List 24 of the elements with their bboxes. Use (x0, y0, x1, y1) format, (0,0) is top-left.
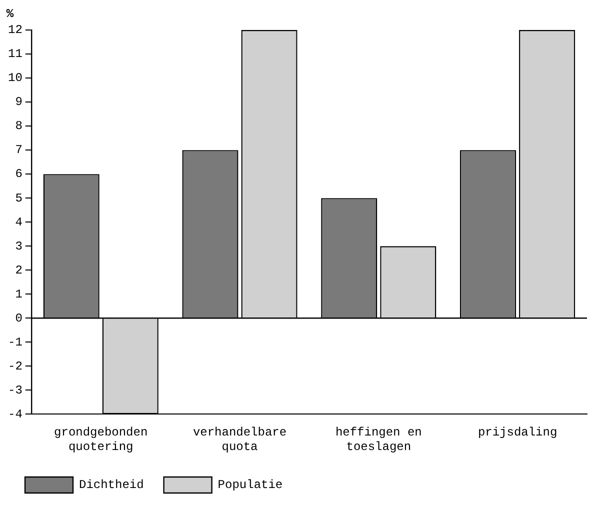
y-tick-label: 10 (8, 71, 22, 86)
legend-label: Dichtheid (79, 478, 144, 492)
y-tick-label: 11 (8, 47, 22, 62)
y-tick-label: 0 (15, 311, 22, 326)
y-tick-label: 5 (15, 191, 22, 206)
y-tick-label: 9 (15, 95, 22, 110)
x-tick-label: prijsdaling (478, 426, 558, 440)
y-tick-label: 8 (15, 119, 22, 134)
x-tick-label: heffingen en toeslagen (335, 426, 422, 454)
x-tick-label: grondgebonden quotering (54, 426, 148, 454)
y-tick-label: -2 (8, 359, 22, 374)
y-tick-label: 3 (15, 239, 22, 254)
legend-label: Populatie (218, 478, 283, 492)
y-tick-label: 12 (8, 23, 22, 38)
y-tick-label: 1 (15, 287, 22, 302)
y-tick-label: 6 (15, 167, 22, 182)
y-tick-label: 4 (15, 215, 22, 230)
y-tick-label: -4 (8, 407, 22, 422)
x-tick-label: verhandelbare quota (192, 426, 287, 454)
y-tick-label: 2 (15, 263, 22, 278)
y-tick-label: -3 (8, 383, 22, 398)
y-axis-title: % (6, 7, 14, 22)
y-tick-label: 7 (15, 143, 22, 158)
y-tick-label: -1 (8, 335, 22, 350)
